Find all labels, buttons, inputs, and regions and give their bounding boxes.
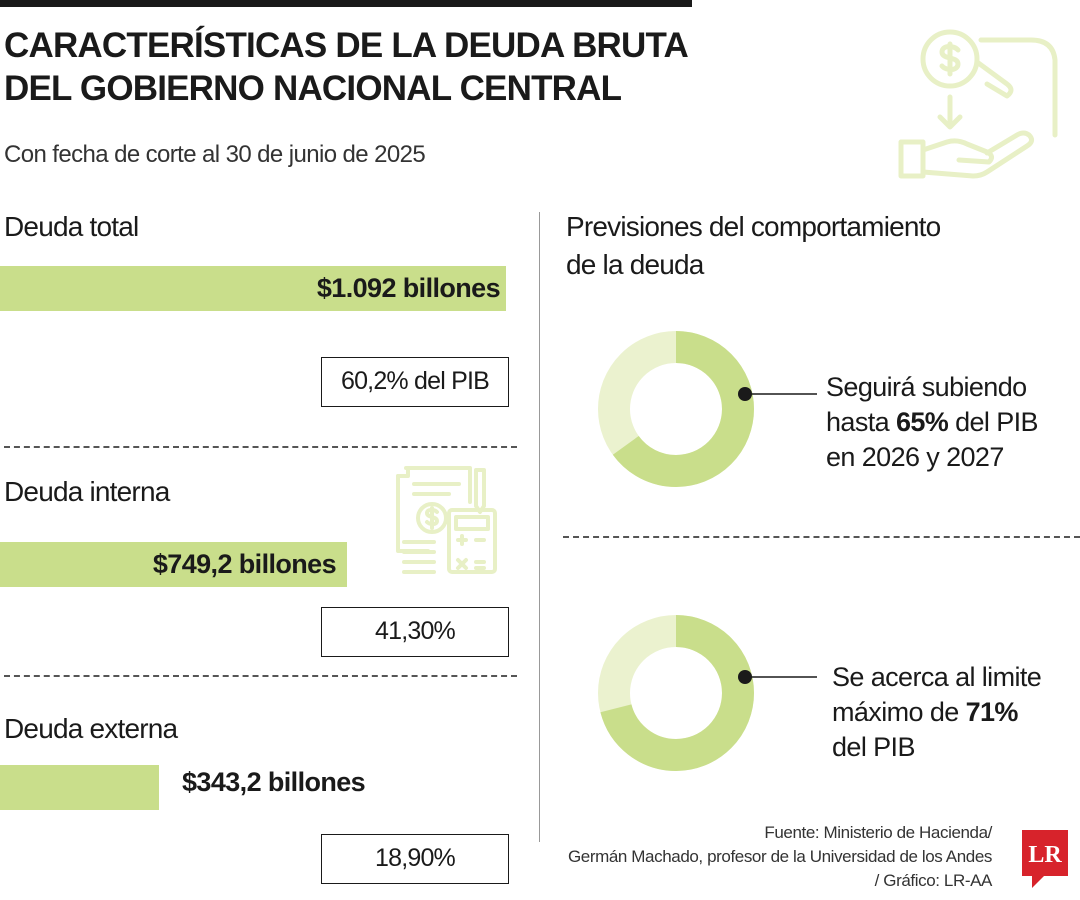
leader-dot-1: [738, 387, 752, 401]
forecast-text-2: Se acerca al limite máximo de 71% del PI…: [832, 660, 1042, 765]
forecast-title: Previsiones del comportamiento de la deu…: [566, 208, 941, 284]
forecast-1-value: 65%: [895, 407, 949, 437]
donut-chart-2: [598, 615, 817, 771]
leader-dot-2: [738, 670, 752, 684]
coin-hand-icon: [898, 29, 1058, 179]
lr-logo: LR: [1022, 830, 1068, 888]
donut-chart-1: [598, 331, 817, 487]
label-deuda-total: Deuda total: [4, 211, 139, 242]
label-deuda-interna: Deuda interna: [4, 476, 170, 507]
column-divider: [539, 212, 540, 842]
source-line-1: Fuente: Ministerio de Hacienda/: [764, 823, 992, 842]
value-label-deuda-total: $1.092 billones: [316, 273, 501, 303]
forecast-title-line-1: Previsiones del comportamiento: [566, 211, 941, 242]
bar-deuda-interna: [0, 542, 347, 587]
lr-logo-text: LR: [1028, 842, 1062, 868]
documents-calculator-icon: [396, 466, 497, 574]
forecast-1-line-3: en 2026 y 2027: [826, 442, 1004, 472]
value-label-deuda-interna: $749,2 billones: [152, 549, 337, 579]
value-label-deuda-externa: $343,2 billones: [182, 767, 366, 797]
page-title: CARACTERÍSTICAS DE LA DEUDA BRUTA DEL GO…: [4, 24, 689, 110]
label-deuda-externa: Deuda externa: [4, 713, 178, 744]
forecast-2-line-2: máximo de 71%: [832, 697, 1019, 727]
divider-2: [4, 675, 517, 677]
divider-1: [4, 446, 517, 448]
source-credit: Fuente: Ministerio de Hacienda/ Germán M…: [568, 821, 992, 893]
source-line-2: Germán Machado, profesor de la Universid…: [567, 847, 992, 866]
bar-deuda-externa: [0, 765, 159, 810]
forecast-2-line-1: Se acerca al limite: [832, 662, 1042, 692]
forecast-1-line-1: Seguirá subiendo: [826, 372, 1027, 402]
pct-box-deuda-externa: 18,90%: [321, 834, 509, 884]
forecast-2-value: 71%: [965, 697, 1019, 727]
top-rule: [0, 0, 692, 7]
subtitle: Con fecha de corte al 30 de junio de 202…: [4, 141, 426, 168]
forecast-1-line-2: hasta 65% del PIB: [826, 407, 1039, 437]
pct-box-deuda-total: 60,2% del PIB: [321, 357, 509, 407]
bar-deuda-total: [0, 266, 506, 311]
donut-2-value: [598, 615, 754, 771]
donut-1-value: [598, 331, 754, 487]
source-line-3: / Gráfico: LR-AA: [874, 871, 993, 890]
title-line-2: DEL GOBIERNO NACIONAL CENTRAL: [4, 69, 622, 108]
title-line-1: CARACTERÍSTICAS DE LA DEUDA BRUTA: [4, 26, 689, 65]
pct-box-deuda-interna: 41,30%: [321, 607, 509, 657]
forecast-text-1: Seguirá subiendo hasta 65% del PIB en 20…: [826, 370, 1039, 475]
forecast-title-line-2: de la deuda: [566, 249, 704, 280]
divider-3: [563, 536, 1080, 538]
forecast-2-line-3: del PIB: [832, 732, 915, 762]
